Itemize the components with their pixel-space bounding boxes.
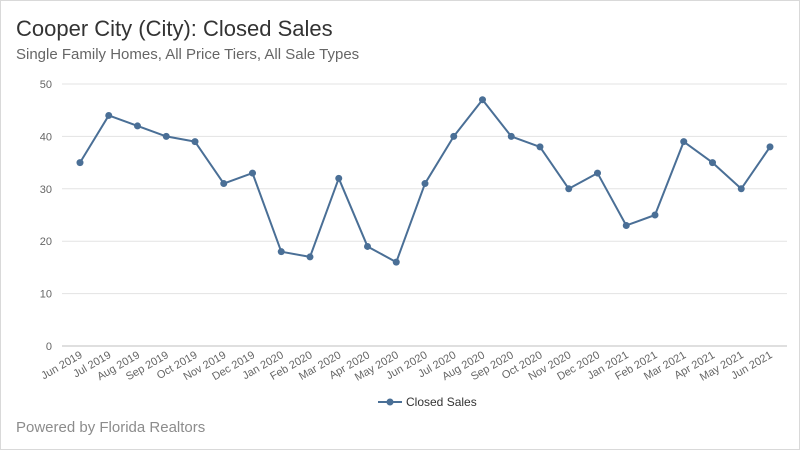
legend[interactable]: Closed Sales (378, 395, 477, 409)
data-point[interactable] (737, 185, 745, 193)
chart-subtitle: Single Family Homes, All Price Tiers, Al… (16, 46, 360, 63)
y-tick-label: 30 (40, 184, 52, 196)
data-point[interactable] (134, 122, 141, 130)
data-point[interactable] (220, 180, 228, 188)
data-point[interactable] (191, 138, 199, 146)
y-tick-label: 20 (40, 236, 52, 248)
data-point[interactable] (680, 138, 688, 146)
data-point[interactable] (594, 169, 601, 177)
data-point[interactable] (335, 174, 343, 182)
y-tick-label: 10 (40, 289, 52, 301)
y-tick-label: 40 (40, 131, 52, 143)
y-tick-label: 50 (40, 79, 52, 91)
data-point[interactable] (306, 253, 314, 261)
data-point[interactable] (277, 248, 285, 256)
footer-credit: Powered by Florida Realtors (16, 419, 206, 436)
legend-marker (386, 398, 394, 406)
data-point[interactable] (421, 180, 429, 188)
y-axis-ticks: 0 10 20 30 40 50 (40, 79, 52, 353)
data-point[interactable] (651, 211, 659, 219)
data-point[interactable] (536, 143, 544, 151)
data-point[interactable] (105, 111, 113, 119)
legend-label: Closed Sales (406, 395, 477, 409)
data-point[interactable] (622, 221, 630, 229)
data-point[interactable] (162, 132, 170, 140)
data-point[interactable] (249, 169, 256, 177)
data-point[interactable] (565, 185, 573, 193)
data-point[interactable] (364, 242, 371, 250)
data-point[interactable] (709, 159, 716, 167)
gridlines (62, 83, 787, 347)
series-closed-sales (76, 96, 774, 266)
y-tick-label: 0 (46, 341, 52, 353)
data-point[interactable] (76, 159, 84, 167)
data-point[interactable] (766, 143, 774, 151)
data-point[interactable] (479, 96, 486, 104)
chart-title: Cooper City (City): Closed Sales (16, 16, 333, 41)
data-point[interactable] (450, 132, 458, 140)
data-point[interactable] (392, 258, 400, 266)
data-point[interactable] (507, 132, 515, 140)
